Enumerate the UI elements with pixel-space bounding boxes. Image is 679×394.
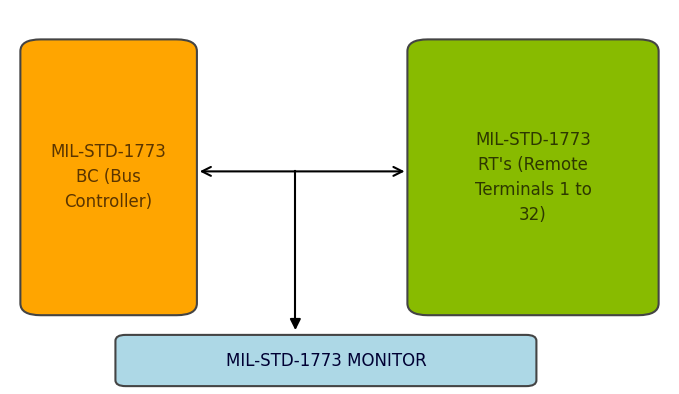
FancyBboxPatch shape [20,39,197,315]
Text: MIL-STD-1773
RT's (Remote
Terminals 1 to
32): MIL-STD-1773 RT's (Remote Terminals 1 to… [475,131,591,224]
FancyBboxPatch shape [115,335,536,386]
Text: MIL-STD-1773 MONITOR: MIL-STD-1773 MONITOR [225,351,426,370]
FancyBboxPatch shape [407,39,659,315]
Text: MIL-STD-1773
BC (Bus
Controller): MIL-STD-1773 BC (Bus Controller) [51,143,166,211]
